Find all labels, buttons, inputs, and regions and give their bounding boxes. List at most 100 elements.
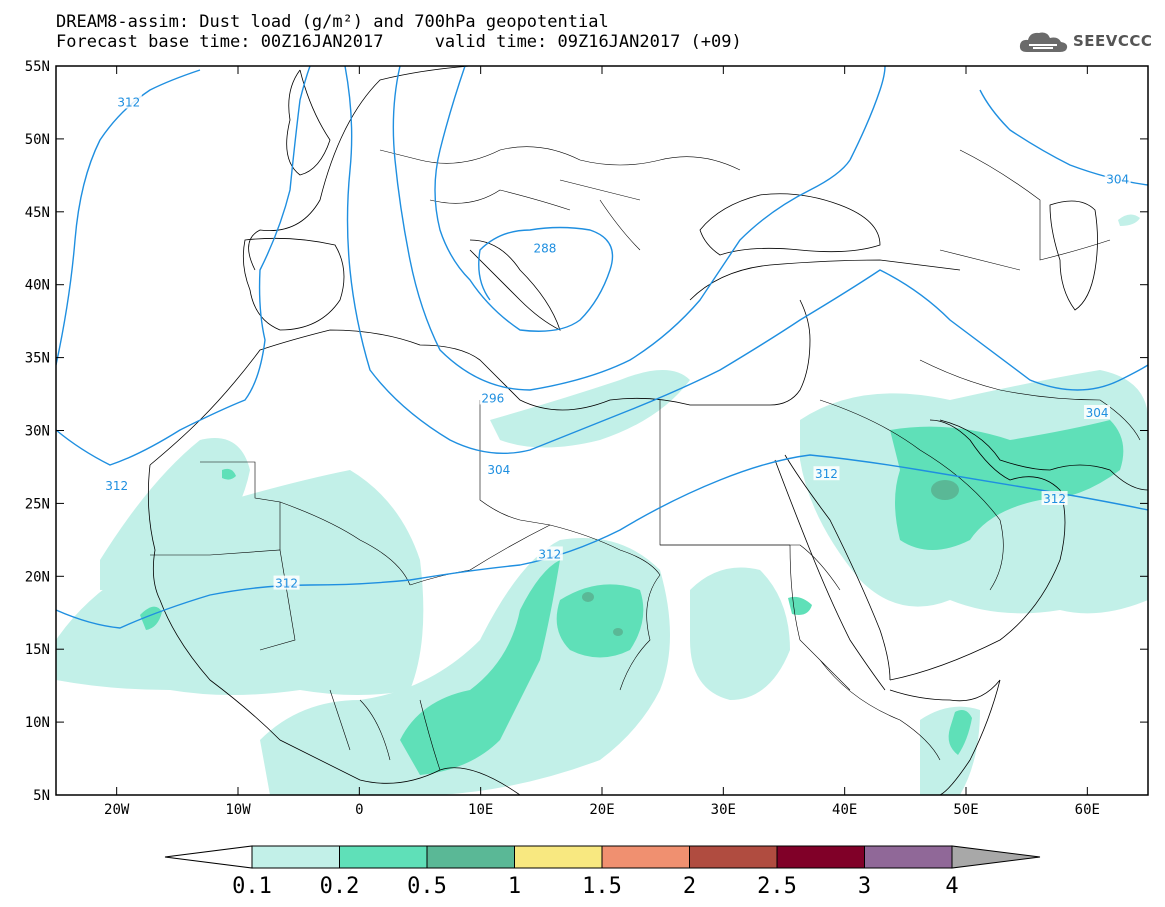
contour-304-north (979, 89, 1148, 186)
dust-area-caspian (1118, 214, 1140, 226)
contour-label-bg (115, 94, 142, 109)
lat-tick-label: 55N (25, 59, 50, 75)
contour-label: 312 (815, 467, 838, 481)
dust-area-west-coast (100, 438, 250, 590)
europe-coastline (248, 66, 471, 271)
colorbar-over-arrow (951, 845, 1041, 869)
lon-tick-label: 10W (225, 802, 251, 818)
lat-tick-label: 45N (25, 205, 50, 221)
east-africa-borders (789, 544, 941, 761)
lon-tick-label: 40E (832, 802, 857, 818)
black-sea-coastline (699, 193, 881, 256)
lon-tick-label: 30E (711, 802, 736, 818)
contour-label-bg (485, 461, 512, 476)
iran-border (919, 359, 1141, 441)
lat-tick-label: 20N (25, 569, 50, 585)
cloud-logo-icon (1019, 32, 1068, 52)
contour-labels: 312 312 312 312 312 312 304 304 304 296 288 (103, 94, 1131, 591)
contour-label-bg (1104, 171, 1131, 186)
dust-area-niger-nigeria (400, 560, 560, 775)
sudan-border (660, 544, 841, 591)
contour-label: 312 (117, 95, 140, 109)
contour-label-bg (1084, 405, 1111, 420)
colorbar-segment (776, 845, 865, 869)
contour-296 (392, 66, 851, 391)
colorbar-label: 4 (945, 874, 958, 899)
persian-gulf-coastline (939, 419, 1148, 491)
lat-tick-label: 40N (25, 278, 50, 294)
colorbar-label: 1 (508, 874, 521, 899)
colorbar-segment (514, 845, 603, 869)
contour-label: 312 (105, 479, 128, 493)
colorbar-label: 0.2 (320, 874, 360, 899)
contour-label: 288 (534, 241, 557, 255)
contour-label: 312 (538, 547, 561, 561)
lat-tick-label: 25N (25, 496, 50, 512)
contour-288 (434, 66, 614, 332)
colorbar-under-arrow (164, 845, 253, 869)
dust-area-western-sahara (222, 468, 236, 480)
lon-tick-label: 60E (1075, 802, 1100, 818)
contour-304-west (344, 66, 1148, 454)
red-sea-coastline (774, 454, 891, 691)
contour-296-east (849, 66, 886, 161)
lon-tick-label: 20W (104, 802, 130, 818)
colorbar-segment (426, 845, 515, 869)
dust-core-arabia (931, 480, 959, 500)
contour-label-bg (1041, 491, 1068, 506)
dust-core-chad-south (613, 628, 623, 636)
lat-tick-label: 15N (25, 642, 50, 658)
geopotential-contours (56, 66, 1148, 629)
mali-border (150, 549, 296, 651)
dust-area-red-sea (788, 596, 812, 615)
colorbar-label: 0.5 (407, 874, 447, 899)
chad-sudan-border (619, 574, 661, 691)
lon-tick-label: 0 (355, 802, 363, 818)
lon-tick-label: 20E (589, 802, 614, 818)
dust-area-west-africa (56, 470, 424, 695)
border-layer (150, 146, 1141, 771)
lat-tick-label: 5N (33, 788, 50, 804)
contour-label-bg (273, 575, 300, 590)
contour-label-bg (103, 477, 130, 492)
colorbar-label: 2 (683, 874, 696, 899)
contour-label: 312 (1043, 492, 1066, 506)
iberia-coastline (242, 237, 345, 331)
dust-area-libya (490, 370, 690, 448)
lat-tick-label: 50N (25, 132, 50, 148)
central-asia-borders (939, 149, 1111, 271)
arabia-coastline (889, 419, 1066, 681)
lon-tick-label: 50E (953, 802, 978, 818)
contour-label: 296 (481, 391, 504, 405)
dust-core-chad (582, 592, 594, 602)
logo-text: SEEVCCC (1073, 32, 1153, 50)
colorbar-segment (601, 845, 690, 869)
lat-tick-label: 30N (25, 424, 50, 440)
dust-shading-layer (56, 214, 1148, 795)
contour-312-southwest (56, 66, 311, 466)
contour-label: 304 (1086, 406, 1109, 420)
algeria-mali-border (279, 501, 411, 586)
dust-colorbar: 0.1 0.2 0.5 1 1.5 2 2.5 3 4 (164, 845, 1041, 899)
horn-of-africa-coastline (889, 679, 1001, 795)
map-title: DREAM8-assim: Dust load (g/m²) and 700hP… (56, 12, 609, 32)
turkey-coastline (689, 259, 961, 301)
contour-label: 304 (487, 463, 510, 477)
colorbar-segment (251, 845, 340, 869)
colorbar-segment (339, 845, 428, 869)
contour-312-west (56, 69, 201, 366)
colorbar-label: 3 (858, 874, 871, 899)
contour-label: 304 (1106, 173, 1129, 187)
dust-area-sudan (690, 567, 790, 700)
contour-label-bg (536, 546, 563, 561)
gulf-of-guinea-borders (329, 689, 441, 771)
contour-label-bg (479, 390, 506, 405)
colorbar-label: 2.5 (757, 874, 797, 899)
contour-label-bg (813, 466, 840, 481)
contour-label: 312 (275, 577, 298, 591)
contour-label-bg (531, 240, 558, 255)
colorbar-segment (864, 845, 953, 869)
longitude-axis: 20W 10W 0 10E 20E 30E 40E 50E 60E (104, 66, 1100, 818)
lon-tick-label: 10E (468, 802, 493, 818)
